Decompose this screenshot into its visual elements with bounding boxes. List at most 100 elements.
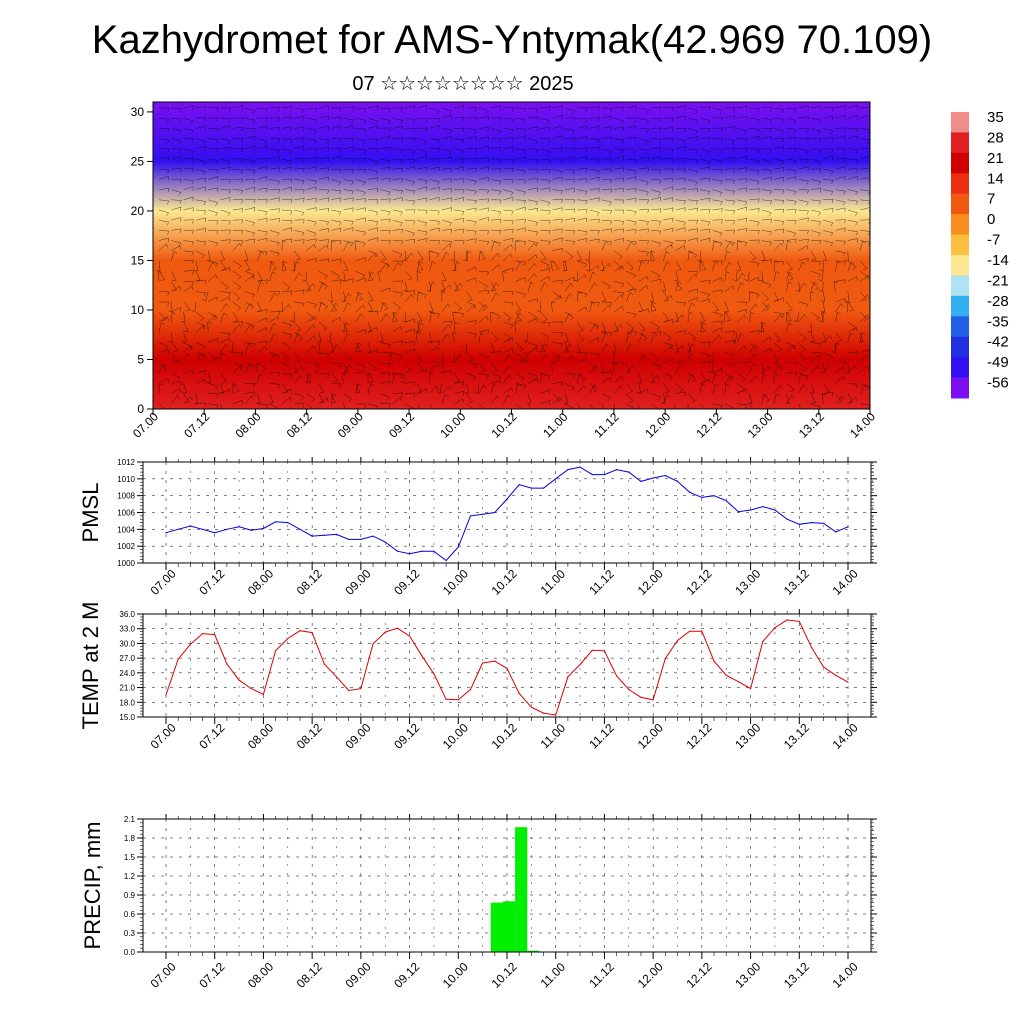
wind-barb [257,217,268,221]
temp-series-point [701,630,703,632]
wind-barb-flag [523,340,527,343]
wind-barb-flag [592,412,596,413]
wind-barb-flag [820,371,825,374]
wind-barb [749,250,756,259]
wind-barb [835,366,844,374]
wind-barb [700,197,711,201]
wind-barb [798,166,809,170]
colorbar-label: -42 [987,334,1009,351]
wind-barb-flag [167,316,169,321]
wind-barb-flag [586,136,588,141]
wind-barb-flag [778,364,782,368]
wind-barb-flag [844,157,846,162]
wind-barb-flag [709,361,711,366]
wind-barb-flag [278,117,280,122]
wind-barb-flag [628,332,632,335]
wind-barb [355,240,366,244]
wind-barb [171,373,181,378]
wind-barb [220,166,231,170]
temp-series-x-tick: 10.12 [489,720,520,751]
wind-barb [810,355,818,364]
wind-barb [638,354,645,364]
wind-barb-flag [670,345,673,350]
wind-barb [171,240,182,244]
temp-series-x-tick: 12.12 [683,720,714,751]
wind-barb-flag [665,251,670,254]
wind-barb [208,209,218,214]
wind-barb [761,168,772,171]
wind-barb-flag [335,302,339,307]
wind-barb [417,388,427,394]
wind-barb [663,372,673,378]
wind-barb [466,352,474,361]
wind-barb [490,362,498,371]
wind-barb [417,238,428,241]
wind-barb [232,271,242,277]
wind-barb [700,360,711,364]
wind-barb-flag [843,190,846,195]
wind-barb [503,387,512,394]
wind-barb [614,228,625,231]
wind-barb-flag [336,344,340,348]
wind-barb [208,403,219,406]
wind-barb [626,188,637,190]
wind-barb-flag [757,108,760,113]
wind-barb [158,322,162,333]
wind-barb-flag [474,190,477,195]
wind-barb-flag [818,200,822,205]
wind-barb-flag [763,373,768,376]
wind-barb [232,105,243,109]
wind-barb [257,327,267,333]
wind-barb [515,157,526,160]
wind-barb-flag [474,231,477,235]
wind-barb-flag [491,290,496,292]
temp-series-point [603,650,606,652]
wind-barb [527,311,537,318]
wind-barb [208,199,218,203]
wind-barb-flag [707,161,710,166]
wind-barb [503,244,512,251]
wind-barb-flag [252,161,256,165]
wind-barb-flag [794,148,797,153]
wind-barb-flag [452,270,457,272]
wind-barb [773,146,784,150]
wind-barb [354,240,357,251]
wind-barb [466,238,477,241]
wind-barb-flag [657,275,661,279]
wind-barb [724,331,735,333]
wind-barb-flag [425,180,428,185]
wind-barb [368,168,378,173]
wind-barb-flag [190,345,193,349]
wind-barb [540,373,543,384]
wind-barb [257,301,262,311]
wind-barb [786,361,797,364]
wind-barb-flag [614,330,619,332]
wind-barb-flag [241,321,244,326]
wind-barb-flag [510,253,513,258]
temp-series-point [640,696,642,699]
wind-barb-flag [840,303,844,307]
wind-barb [220,267,230,272]
wind-barb [552,105,563,109]
wind-barb-flag [819,261,822,266]
wind-barb-flag [684,391,686,396]
wind-barb [392,311,398,322]
wind-barb [318,383,324,393]
wind-barb [564,128,575,131]
wind-barb [724,115,735,119]
wind-barb [368,125,378,129]
wind-barb [638,389,648,394]
wind-barb-flag [811,402,816,404]
wind-barb-flag [362,366,366,370]
wind-barb [527,148,539,150]
wind-barb-flag [389,127,391,132]
wind-barb-flag [401,392,403,397]
wind-barb-flag [690,353,694,356]
wind-barb-flag [498,211,502,216]
wind-barb [700,228,711,231]
wind-barb [798,362,807,370]
wind-barb [183,117,194,122]
wind-barb [687,107,698,111]
wind-barb-flag [769,336,772,341]
wind-barb [562,261,566,272]
